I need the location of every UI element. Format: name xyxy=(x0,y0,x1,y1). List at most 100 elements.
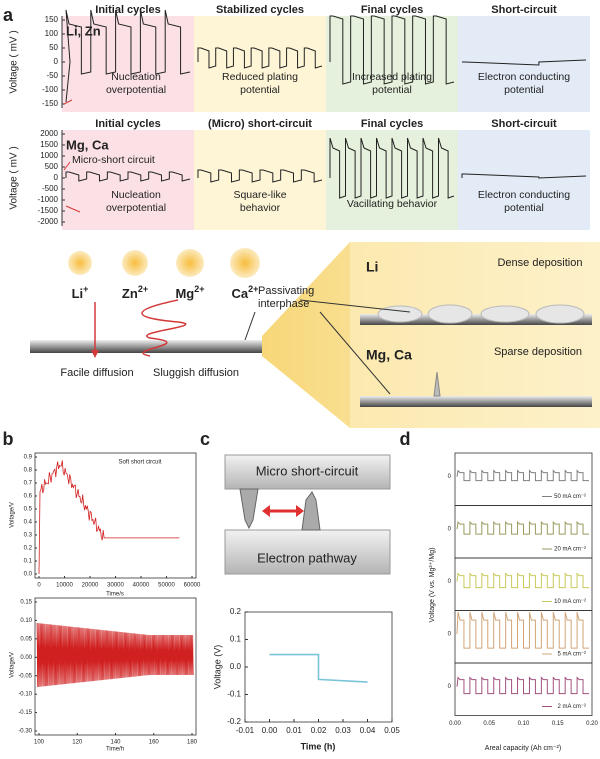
axis-title: Voltage ( mV ) xyxy=(9,30,20,93)
axis-title: Time/h xyxy=(106,747,124,753)
axis-title: Time/s xyxy=(106,592,124,598)
y-tick-label: 500 xyxy=(45,162,59,171)
y-tick-label: 0.5 xyxy=(24,507,33,513)
stage-note: Vacillating behavior xyxy=(347,198,438,210)
trace xyxy=(36,622,194,688)
x-tick-label: 30000 xyxy=(107,583,124,589)
trace xyxy=(456,572,589,589)
stage-note: overpotential xyxy=(106,202,166,214)
y-tick-label: 0.10 xyxy=(20,618,32,624)
ion-symbol: Mg xyxy=(175,286,194,301)
callout: Micro-short circuit xyxy=(72,154,155,166)
trace xyxy=(456,520,589,535)
y-tick-label: 0.2 xyxy=(230,607,242,616)
x-tick-label: 0.00 xyxy=(262,726,278,735)
stage-note: Reduced plating xyxy=(222,71,298,83)
ion xyxy=(68,251,92,275)
axis-title: Voltage/V xyxy=(10,652,16,678)
ion-symbol: Ca xyxy=(232,286,249,301)
y-tick-label: -150 xyxy=(42,99,59,108)
ion-charge: 2+ xyxy=(248,284,258,294)
ion-symbol: Li xyxy=(72,286,84,301)
y-tick-label: -0.30 xyxy=(18,729,32,735)
annotation: Sparse deposition xyxy=(494,346,582,358)
y-tick-label: 0.15 xyxy=(20,600,32,606)
diagram-label: Electron pathway xyxy=(257,550,357,565)
legend-label: 5 mA cm⁻² xyxy=(557,652,586,658)
ion-symbol: Zn xyxy=(122,286,138,301)
legend-label: 50 mA cm⁻² xyxy=(554,494,586,500)
y-tick-label: 0 xyxy=(448,684,452,690)
stage-note: behavior xyxy=(240,202,281,214)
ion-label: Ca2+ xyxy=(232,284,259,301)
trace xyxy=(65,171,191,182)
y-tick-label: 0 xyxy=(448,632,452,638)
leader xyxy=(244,311,256,341)
dendrite xyxy=(301,491,321,531)
y-tick-label: -2000 xyxy=(38,217,59,226)
x-tick-label: 0 xyxy=(37,583,41,589)
annotation: Dense deposition xyxy=(497,257,582,269)
panel-label: c xyxy=(200,429,210,449)
trace xyxy=(65,9,191,103)
substrate xyxy=(30,340,262,353)
wavy-arrow xyxy=(141,299,187,357)
x-tick-label: 0.15 xyxy=(552,721,564,727)
x-tick-label: 0.10 xyxy=(518,721,530,727)
y-tick-label: 150 xyxy=(45,15,59,24)
y-tick-label: -0.1 xyxy=(227,690,241,699)
arrow-head xyxy=(262,505,270,517)
y-tick-label: 100 xyxy=(45,29,59,38)
x-tick-label: -0.01 xyxy=(236,726,255,735)
y-tick-label: 0.00 xyxy=(20,655,32,661)
stage-title: Final cycles xyxy=(361,118,423,130)
plot-frame xyxy=(34,452,197,579)
y-tick-label: 0.6 xyxy=(24,494,33,500)
stage-note: overpotential xyxy=(106,84,166,96)
y-tick-label: -50 xyxy=(46,71,58,80)
y-tick-label: -100 xyxy=(42,85,59,94)
x-tick-label: 160 xyxy=(149,740,160,746)
stage-note: Electron conducting xyxy=(478,71,570,83)
stage-title: Initial cycles xyxy=(95,118,160,130)
annotation: Facile diffusion xyxy=(60,367,133,379)
y-tick-label: 0 xyxy=(54,57,59,66)
system-label: Mg, Ca xyxy=(66,137,109,152)
y-tick-label: 0.8 xyxy=(24,468,33,474)
leader xyxy=(319,311,391,395)
y-tick-label: 0 xyxy=(448,527,452,533)
plot-frame xyxy=(454,662,593,716)
x-tick-label: 0.00 xyxy=(449,721,461,727)
y-tick-label: 0.05 xyxy=(20,636,32,642)
plate xyxy=(224,529,391,575)
y-tick-label: 2000 xyxy=(40,129,58,138)
y-tick-label: 0.0 xyxy=(230,662,242,671)
ion-label: Zn2+ xyxy=(122,284,148,301)
stage-title: Short-circuit xyxy=(491,4,557,16)
axis-title: Voltage ( mV ) xyxy=(9,146,20,209)
trace xyxy=(38,460,180,575)
x-tick-label: 0.04 xyxy=(360,726,376,735)
stage-note: potential xyxy=(372,84,412,96)
plate xyxy=(224,454,391,490)
axis-title: Time (h) xyxy=(301,741,336,751)
x-tick-label: 40000 xyxy=(133,583,150,589)
ion-charge: 2+ xyxy=(194,284,204,294)
annotation: Soft short circuit xyxy=(118,460,161,466)
y-tick-label: -0.2 xyxy=(227,717,241,726)
x-tick-label: 120 xyxy=(72,740,83,746)
arrow-head xyxy=(91,350,99,358)
x-tick-label: 0.03 xyxy=(335,726,351,735)
stage-note: Square-like xyxy=(233,189,286,201)
stage-title: Initial cycles xyxy=(95,4,160,16)
substrate xyxy=(360,396,592,407)
x-tick-label: 0.02 xyxy=(311,726,327,735)
legend-label: 10 mA cm⁻² xyxy=(554,599,586,605)
y-tick-label: -500 xyxy=(42,184,59,193)
y-tick-label: -0.05 xyxy=(18,673,32,679)
stage-zone xyxy=(194,16,326,112)
trace xyxy=(462,59,587,66)
dendrite xyxy=(433,371,441,397)
leader xyxy=(299,299,411,313)
